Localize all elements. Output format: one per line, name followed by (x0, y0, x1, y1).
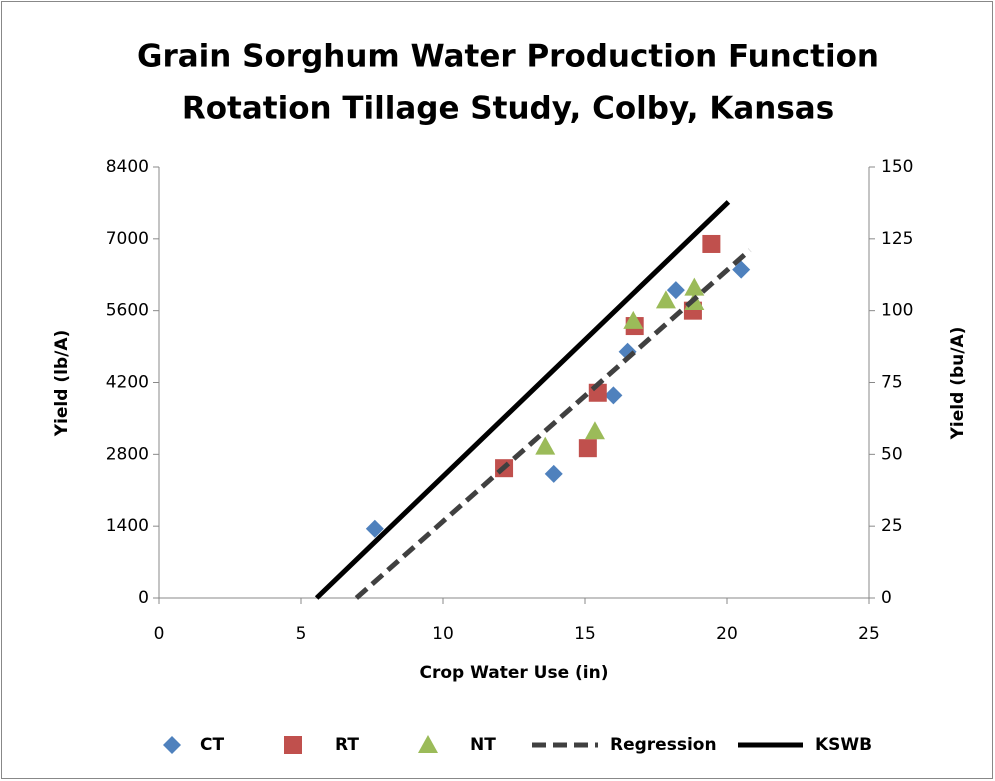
line (314, 200, 731, 600)
point (584, 421, 605, 440)
x-tick-label: 10 (432, 624, 454, 644)
x-axis-title: Crop Water Use (in) (419, 663, 608, 683)
chart-title: Rotation Tillage Study, Colby, Kansas (182, 91, 834, 127)
point (655, 290, 676, 309)
point (702, 234, 721, 253)
line (354, 248, 752, 600)
x-tick-label: 20 (716, 624, 738, 644)
legend-marker (284, 736, 302, 754)
y2-axis-title: Yield (bu/A) (948, 327, 968, 441)
y2-tick-label: 75 (881, 373, 903, 393)
legend-label: NT (470, 735, 496, 755)
legend-marker (418, 735, 438, 753)
x-tick-label: 5 (296, 624, 307, 644)
legend-label: Regression (610, 735, 717, 755)
x-tick-label: 15 (574, 624, 596, 644)
y2-tick-label: 150 (881, 157, 913, 177)
point (578, 439, 597, 458)
y-tick-label: 5600 (106, 301, 149, 321)
y2-tick-label: 125 (881, 229, 913, 249)
point (604, 386, 623, 405)
point (684, 277, 705, 296)
chart-title: Grain Sorghum Water Production Function (137, 39, 879, 75)
y-tick-label: 2800 (106, 444, 149, 464)
point (732, 260, 751, 279)
point (535, 436, 556, 455)
y2-tick-label: 50 (881, 444, 903, 464)
y-tick-label: 7000 (106, 229, 149, 249)
y-axis-title: Yield (lb/A) (52, 330, 72, 437)
y-tick-label: 1400 (106, 516, 149, 536)
point (666, 281, 685, 300)
x-tick-label: 0 (154, 624, 165, 644)
legend-label: RT (335, 735, 359, 755)
legend-marker (163, 736, 181, 754)
y2-tick-label: 25 (881, 516, 903, 536)
point (365, 519, 384, 538)
legend-label: KSWB (815, 735, 872, 755)
x-tick-label: 25 (858, 624, 880, 644)
y2-tick-label: 0 (881, 588, 892, 608)
point (544, 464, 563, 483)
y-tick-label: 0 (138, 588, 149, 608)
y2-tick-label: 100 (881, 301, 913, 321)
legend-label: CT (200, 735, 224, 755)
point (623, 310, 644, 329)
y-tick-label: 8400 (106, 157, 149, 177)
y-tick-label: 4200 (106, 373, 149, 393)
